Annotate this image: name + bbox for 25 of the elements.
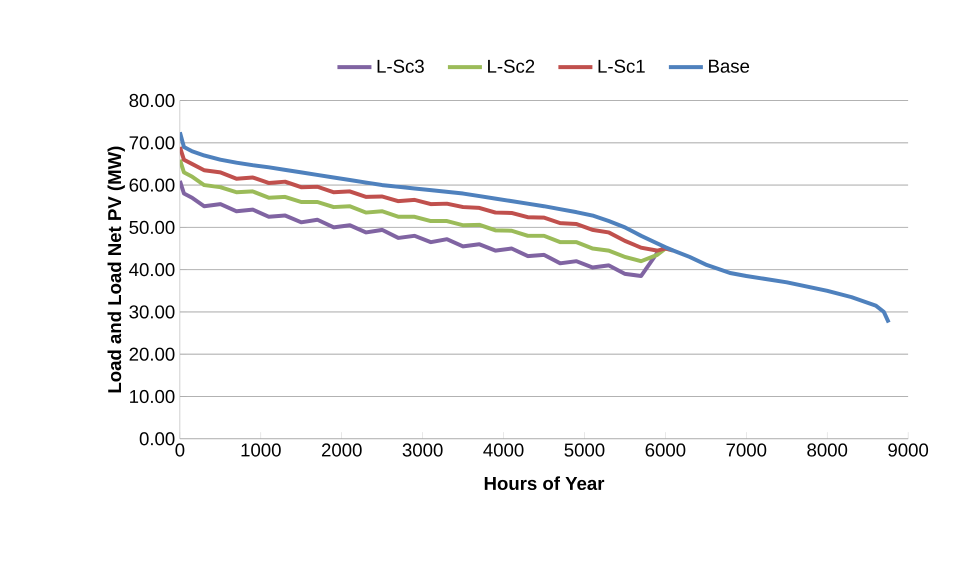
- legend-label: L-Sc1: [598, 60, 645, 73]
- y-tick-label: 70.00: [130, 136, 174, 150]
- y-tick-label: 0.00: [140, 432, 174, 446]
- x-tick-label: 2000: [322, 444, 362, 457]
- y-tick-label: 50.00: [129, 220, 174, 234]
- x-tick-label: 6000: [646, 444, 686, 457]
- y-tick-label: 20.00: [130, 348, 174, 361]
- x-tick-label: 8000: [807, 444, 848, 457]
- x-tick-label: 3000: [402, 444, 443, 457]
- y-axis-title: Load and Load Net PV (MW): [108, 146, 125, 392]
- legend-label: L-Sc3: [378, 60, 424, 73]
- y-tick-label: 60.00: [130, 178, 174, 192]
- x-tick-label: 1000: [242, 444, 281, 457]
- x-tick-label: 9000: [888, 444, 928, 457]
- x-axis-title: Hours of Year: [484, 476, 604, 490]
- legend-label: L-Sc2: [488, 60, 534, 73]
- y-tick-label: 80.00: [129, 94, 174, 108]
- y-tick-label: 10.00: [130, 390, 174, 404]
- x-tick-label: 4000: [483, 444, 524, 457]
- x-tick-label: 7000: [726, 444, 766, 457]
- legend-label: Base: [709, 60, 750, 73]
- x-tick-label: 0: [175, 444, 184, 457]
- x-tick-label: 5000: [564, 444, 604, 457]
- y-tick-label: 30.00: [129, 305, 174, 319]
- y-tick-label: 40.00: [129, 263, 174, 276]
